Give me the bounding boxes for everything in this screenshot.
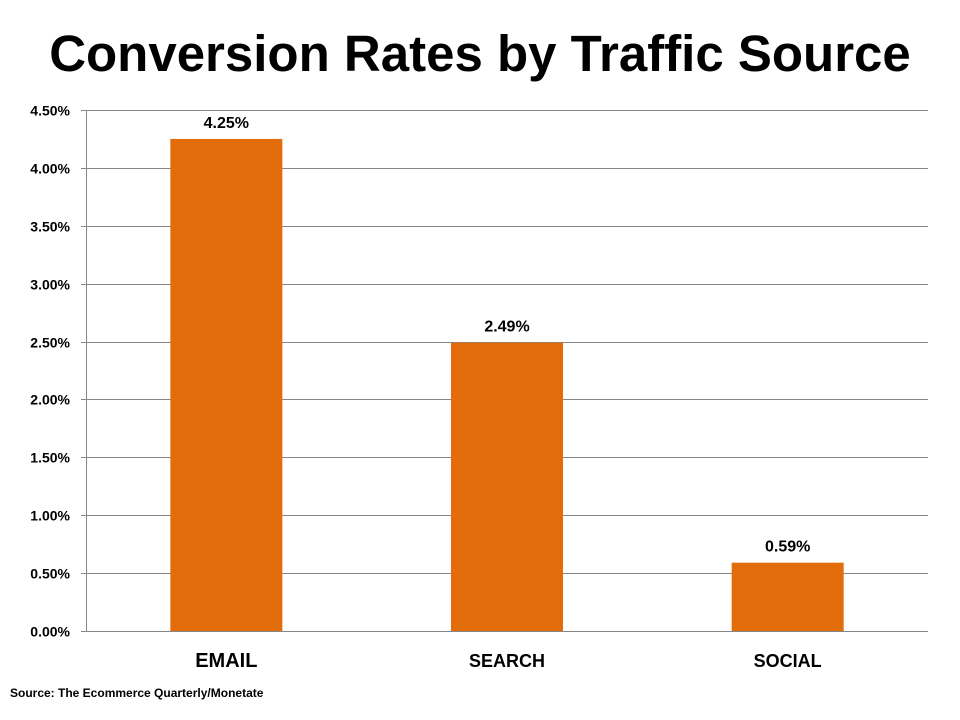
y-tick-labels: 0.00% 0.50% 1.00% 1.50% 2.00% 2.50% 3.00% 3.50%… <box>30 103 70 640</box>
y-tick-label: 0.50% <box>30 566 70 582</box>
y-tick-label: 3.50% <box>30 219 70 235</box>
data-label-search: 2.49% <box>484 319 529 336</box>
y-tick-label: 4.00% <box>30 161 70 177</box>
y-tick-label: 0.00% <box>30 624 70 640</box>
bar-email <box>170 138 283 631</box>
chart-title: Conversion Rates by Traffic Source <box>49 25 911 82</box>
data-label-social: 0.59% <box>765 539 810 556</box>
x-tick-label-search: SEARCH <box>469 651 545 671</box>
y-tick-label: 3.00% <box>30 277 70 293</box>
y-tick-label: 1.00% <box>30 508 70 524</box>
y-tick-label: 4.50% <box>30 103 70 119</box>
x-tick-label-email: EMAIL <box>195 650 257 672</box>
bar-search <box>451 342 563 631</box>
source-note: Source: The Ecommerce Quarterly/Monetate <box>10 686 264 700</box>
x-tick-labels: EMAIL SEARCH SOCIAL <box>195 650 821 672</box>
axes <box>81 110 928 632</box>
y-tick-label: 1.50% <box>30 450 70 466</box>
x-tick-label-social: SOCIAL <box>754 651 822 671</box>
data-labels: 4.25% 2.49% 0.59% <box>204 115 811 556</box>
data-label-email: 4.25% <box>204 115 249 132</box>
bars <box>170 138 844 631</box>
y-tick-label: 2.00% <box>30 392 70 408</box>
bar-social <box>731 562 844 631</box>
y-tick-label: 2.50% <box>30 335 70 351</box>
